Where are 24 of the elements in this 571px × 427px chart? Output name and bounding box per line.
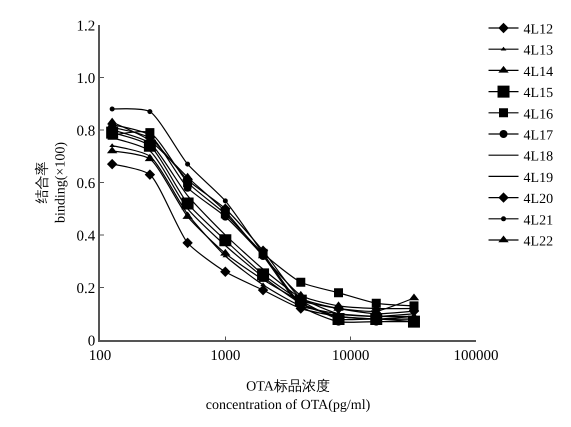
x-tick-label: 100000 — [454, 348, 498, 364]
legend-label: 4L20 — [524, 192, 554, 208]
x-axis-title: OTA标品浓度 concentration of OTA(pg/ml) — [206, 378, 371, 413]
legend-label: 4L22 — [524, 234, 554, 250]
legend-label: 4L12 — [524, 22, 554, 38]
legend-label: 4L16 — [524, 107, 554, 122]
y-tick-label: 0.8 — [76, 123, 96, 140]
y-tick-label: 1.2 — [76, 18, 96, 34]
legend-label: 4L21 — [524, 213, 554, 228]
legend-label: 4L17 — [524, 128, 554, 144]
legend-label: 4L19 — [524, 170, 554, 186]
y-axis-title: 结合率 binding(×100) — [34, 142, 69, 223]
legend-label: 4L14 — [524, 64, 554, 80]
y-tick-label: 1.0 — [76, 70, 96, 87]
x-tick-label: 10000 — [332, 348, 370, 364]
y-tick-label: 0.4 — [76, 228, 96, 244]
y-tick-label: 0.6 — [76, 176, 96, 192]
y-tick-label: 0.2 — [76, 280, 96, 297]
x-tick-label: 100 — [88, 348, 112, 364]
legend-label: 4L18 — [524, 150, 554, 165]
legend-label: 4L13 — [524, 44, 554, 59]
y-tick-label: 0 — [88, 333, 96, 350]
legend-label: 4L15 — [524, 86, 554, 102]
x-tick-label: 1000 — [210, 348, 240, 364]
